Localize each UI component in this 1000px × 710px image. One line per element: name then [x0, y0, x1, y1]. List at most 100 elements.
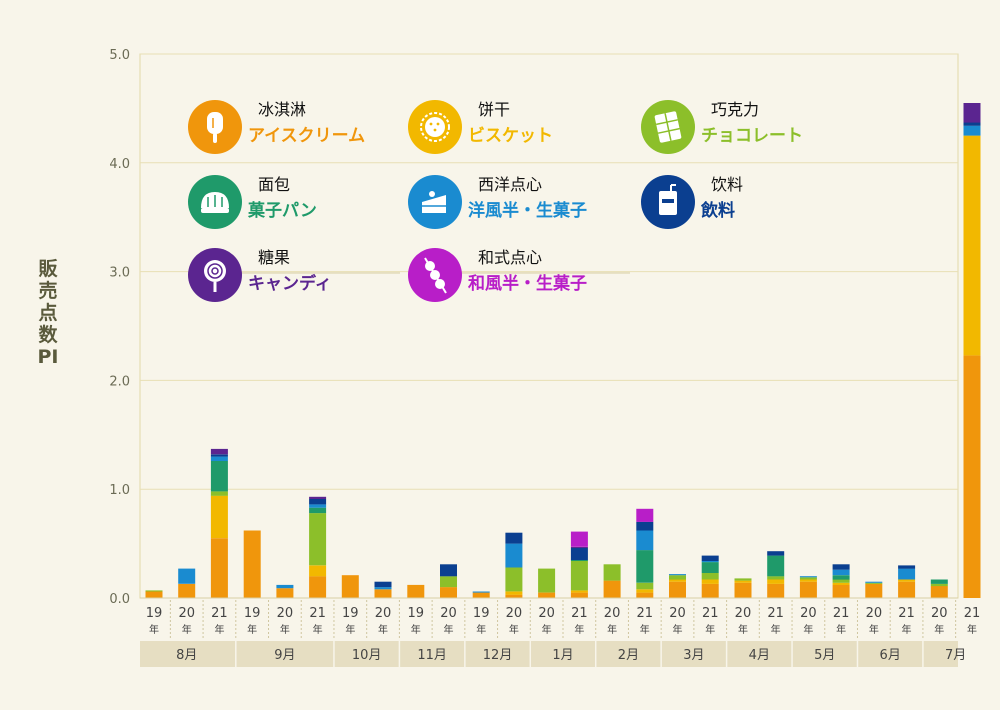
x-month-label: 7月: [945, 648, 966, 663]
bar-segment: [832, 582, 850, 585]
legend-item: 面包 菓子パン: [188, 171, 388, 233]
bar-segment: [374, 589, 392, 598]
bar-segment: [505, 591, 523, 595]
bar-segment: [636, 592, 654, 598]
bar-segment: [145, 590, 163, 592]
bar-segment: [505, 567, 523, 592]
y-tick-label: 4.0: [109, 157, 130, 172]
x-month-label: 1月: [552, 648, 573, 663]
x-year-suffix: 年: [902, 623, 912, 636]
bar-segment: [636, 508, 654, 522]
x-year-label: 20: [277, 606, 294, 621]
bar-segment: [210, 495, 228, 539]
bar-segment: [440, 587, 457, 598]
y-tick-label: 1.0: [109, 483, 130, 498]
x-year-label: 20: [375, 606, 392, 621]
bar-segment: [963, 103, 981, 123]
bar-segment: [178, 568, 196, 584]
x-year-suffix: 年: [607, 623, 617, 636]
dango-icon: [408, 248, 462, 302]
x-month-label: 4月: [749, 648, 770, 663]
bar-segment: [505, 532, 523, 544]
bar-segment: [767, 576, 785, 580]
x-year-suffix: 年: [869, 623, 879, 636]
cake-icon: [408, 175, 462, 229]
x-year-suffix: 年: [182, 623, 192, 636]
bar-segment: [898, 568, 916, 580]
legend-label-japanese: 飲料: [701, 201, 735, 221]
bar-segment: [309, 507, 327, 514]
bar-segment: [603, 580, 621, 598]
x-year-label: 21: [898, 606, 915, 621]
bar-segment: [767, 579, 785, 584]
bar-segment: [309, 504, 327, 508]
month-band: [140, 641, 958, 667]
bar-segment: [210, 454, 228, 457]
x-year-suffix: 年: [476, 623, 486, 636]
x-year-label: 20: [800, 606, 817, 621]
legend-label-chinese: 面包: [258, 175, 291, 194]
x-month-label: 3月: [683, 648, 704, 663]
x-year-suffix: 年: [378, 623, 388, 636]
bar-segment: [799, 579, 817, 582]
bar-segment: [734, 578, 752, 581]
candy-icon: [188, 248, 242, 302]
bar-segment: [701, 583, 719, 598]
y-tick-label: 5.0: [109, 48, 130, 63]
legend-label-japanese: チョコレート: [701, 126, 803, 146]
x-year-suffix: 年: [443, 623, 453, 636]
x-year-suffix: 年: [313, 623, 323, 636]
y-tick-label: 0.0: [109, 592, 130, 607]
x-month-label: 9月: [274, 648, 295, 663]
legend-label-chinese: 冰淇淋: [258, 100, 307, 119]
x-year-suffix: 年: [542, 623, 552, 636]
x-year-label: 21: [309, 606, 326, 621]
legend-label-chinese: 饮料: [711, 175, 744, 194]
bar-segment: [210, 491, 228, 496]
legend-item: 饮料飲料: [641, 171, 841, 233]
bar-segment: [799, 577, 817, 580]
bar-segment: [472, 592, 490, 598]
x-year-label: 19: [407, 606, 424, 621]
bar-segment: [570, 559, 588, 561]
x-year-label: 20: [735, 606, 752, 621]
bar-segment: [309, 496, 327, 499]
bar-segment: [440, 576, 457, 588]
legend-item: 西洋点心 洋風半・生菓子: [408, 171, 608, 233]
x-year-suffix: 年: [934, 623, 944, 636]
x-year-label: 19: [146, 606, 163, 621]
x-year-label: 21: [767, 606, 784, 621]
legend-label-japanese: ビスケット: [468, 126, 553, 146]
x-year-label: 19: [473, 606, 490, 621]
bar-segment: [309, 565, 327, 577]
bar-segment: [210, 460, 228, 492]
x-year-label: 21: [211, 606, 228, 621]
bar-segment: [636, 530, 654, 551]
x-year-suffix: 年: [411, 623, 421, 636]
bar-segment: [832, 564, 850, 570]
x-month-label: 10月: [352, 648, 382, 663]
x-year-suffix: 年: [836, 623, 846, 636]
x-year-suffix: 年: [640, 623, 650, 636]
bar-segment: [865, 582, 883, 584]
bar-segment: [701, 561, 719, 563]
bar-segment: [374, 587, 392, 590]
bar-segment: [963, 122, 981, 126]
y-axis-label: 販売点数PI: [37, 258, 59, 368]
bar-segment: [276, 588, 294, 598]
bar-segment: [963, 135, 981, 356]
bar-segment: [636, 521, 654, 531]
bar-segment: [570, 548, 588, 560]
bar-segment: [210, 448, 228, 455]
x-month-label: 11月: [417, 648, 447, 663]
x-year-suffix: 年: [280, 623, 290, 636]
bar-segment: [538, 592, 556, 598]
x-year-label: 19: [342, 606, 359, 621]
x-month-label: 12月: [483, 648, 513, 663]
bar-segment: [636, 582, 654, 590]
x-month-label: 6月: [880, 648, 901, 663]
x-year-label: 21: [964, 606, 981, 621]
bar-segment: [865, 583, 883, 598]
biscuit-icon: [408, 100, 462, 154]
